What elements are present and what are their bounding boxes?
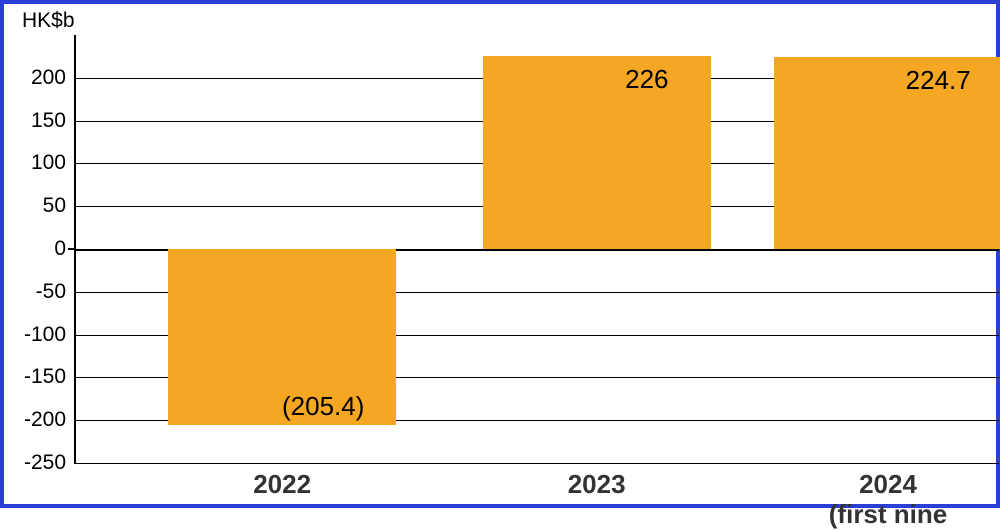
y-tick-label: -50 [16, 280, 66, 304]
gridline [74, 463, 999, 464]
bar-value-label: (205.4) [282, 391, 364, 422]
y-tick-label: -150 [16, 365, 66, 389]
bar-value-label: 224.7 [906, 65, 971, 96]
y-axis-line [74, 35, 76, 463]
plot-area: (205.4) 226 224.7 [74, 35, 999, 463]
y-tick-label: -100 [16, 323, 66, 347]
y-axis-title: HK$b [22, 9, 75, 33]
y-tick-label: 100 [16, 151, 66, 175]
y-tick-label: 50 [16, 194, 66, 218]
x-tick-sublabel: (first nine [829, 499, 947, 530]
x-tick-label: 2023 [568, 469, 626, 500]
x-tick-label: 2024 [859, 469, 917, 500]
y-tick-label: 0 [16, 237, 66, 261]
bar-value-label: 226 [625, 64, 668, 95]
y-tick-label: -200 [16, 408, 66, 432]
bar [483, 56, 711, 249]
y-tick-label: 150 [16, 109, 66, 133]
x-tick-label: 2022 [253, 469, 311, 500]
zero-tick-mark [68, 248, 74, 250]
y-tick-label: 200 [16, 66, 66, 90]
chart-outer: (205.4) 226 224.7 -250 -200 -150 -100 -50 0 50 100… [0, 0, 1000, 508]
y-tick-label: -250 [16, 451, 66, 475]
